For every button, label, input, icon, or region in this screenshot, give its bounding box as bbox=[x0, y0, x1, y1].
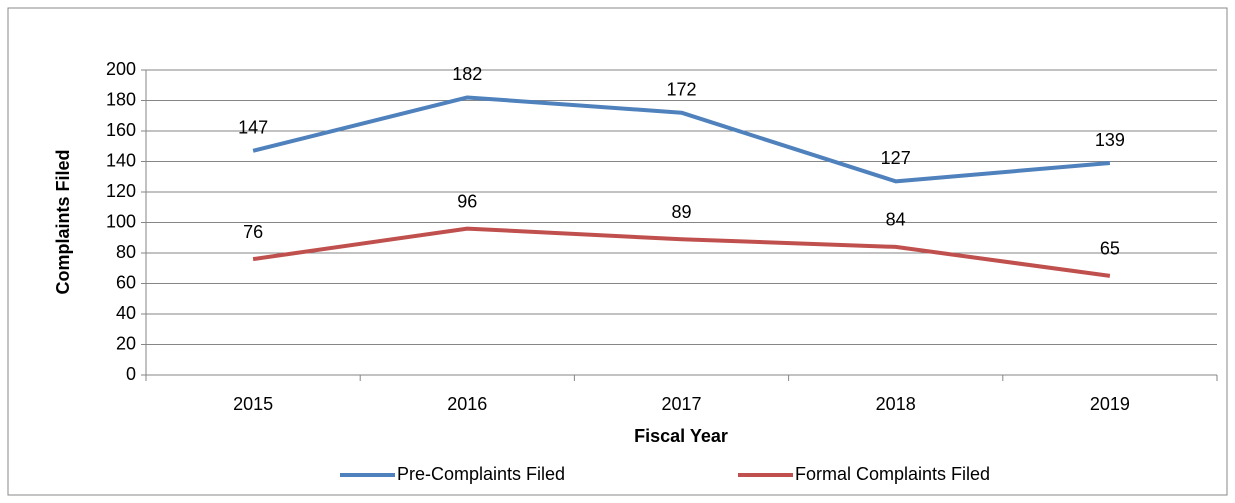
x-tick-label: 2018 bbox=[876, 394, 916, 414]
data-label: 172 bbox=[666, 79, 696, 99]
x-tick-label: 2016 bbox=[447, 394, 487, 414]
data-label: 147 bbox=[238, 118, 268, 138]
chart-frame bbox=[7, 7, 1228, 496]
x-tick-label: 2015 bbox=[233, 394, 273, 414]
y-tick-label: 40 bbox=[116, 303, 136, 323]
y-tick-label: 140 bbox=[106, 150, 136, 170]
data-label: 76 bbox=[243, 222, 263, 242]
y-tick-label: 0 bbox=[126, 364, 136, 384]
y-axis-title: Complaints Filed bbox=[53, 149, 73, 294]
y-tick-label: 180 bbox=[106, 89, 136, 109]
y-tick-label: 80 bbox=[116, 242, 136, 262]
y-tick-label: 160 bbox=[106, 120, 136, 140]
x-axis-title: Fiscal Year bbox=[634, 426, 728, 446]
data-label: 89 bbox=[671, 202, 691, 222]
x-tick-label: 2017 bbox=[661, 394, 701, 414]
data-label: 182 bbox=[452, 64, 482, 84]
y-tick-label: 120 bbox=[106, 181, 136, 201]
y-tick-label: 200 bbox=[106, 59, 136, 79]
series-line bbox=[252, 95, 1111, 184]
legend-label: Pre-Complaints Filed bbox=[397, 464, 565, 484]
y-tick-label: 100 bbox=[106, 211, 136, 231]
data-label: 65 bbox=[1100, 239, 1120, 259]
y-tick-label: 60 bbox=[116, 272, 136, 292]
data-label: 139 bbox=[1095, 130, 1125, 150]
x-tick-label: 2019 bbox=[1090, 394, 1130, 414]
legend-label: Formal Complaints Filed bbox=[795, 464, 990, 484]
data-label: 127 bbox=[881, 148, 911, 168]
y-tick-label: 20 bbox=[116, 333, 136, 353]
series-line bbox=[252, 226, 1111, 278]
data-label: 84 bbox=[886, 210, 906, 230]
data-label: 96 bbox=[457, 191, 477, 211]
